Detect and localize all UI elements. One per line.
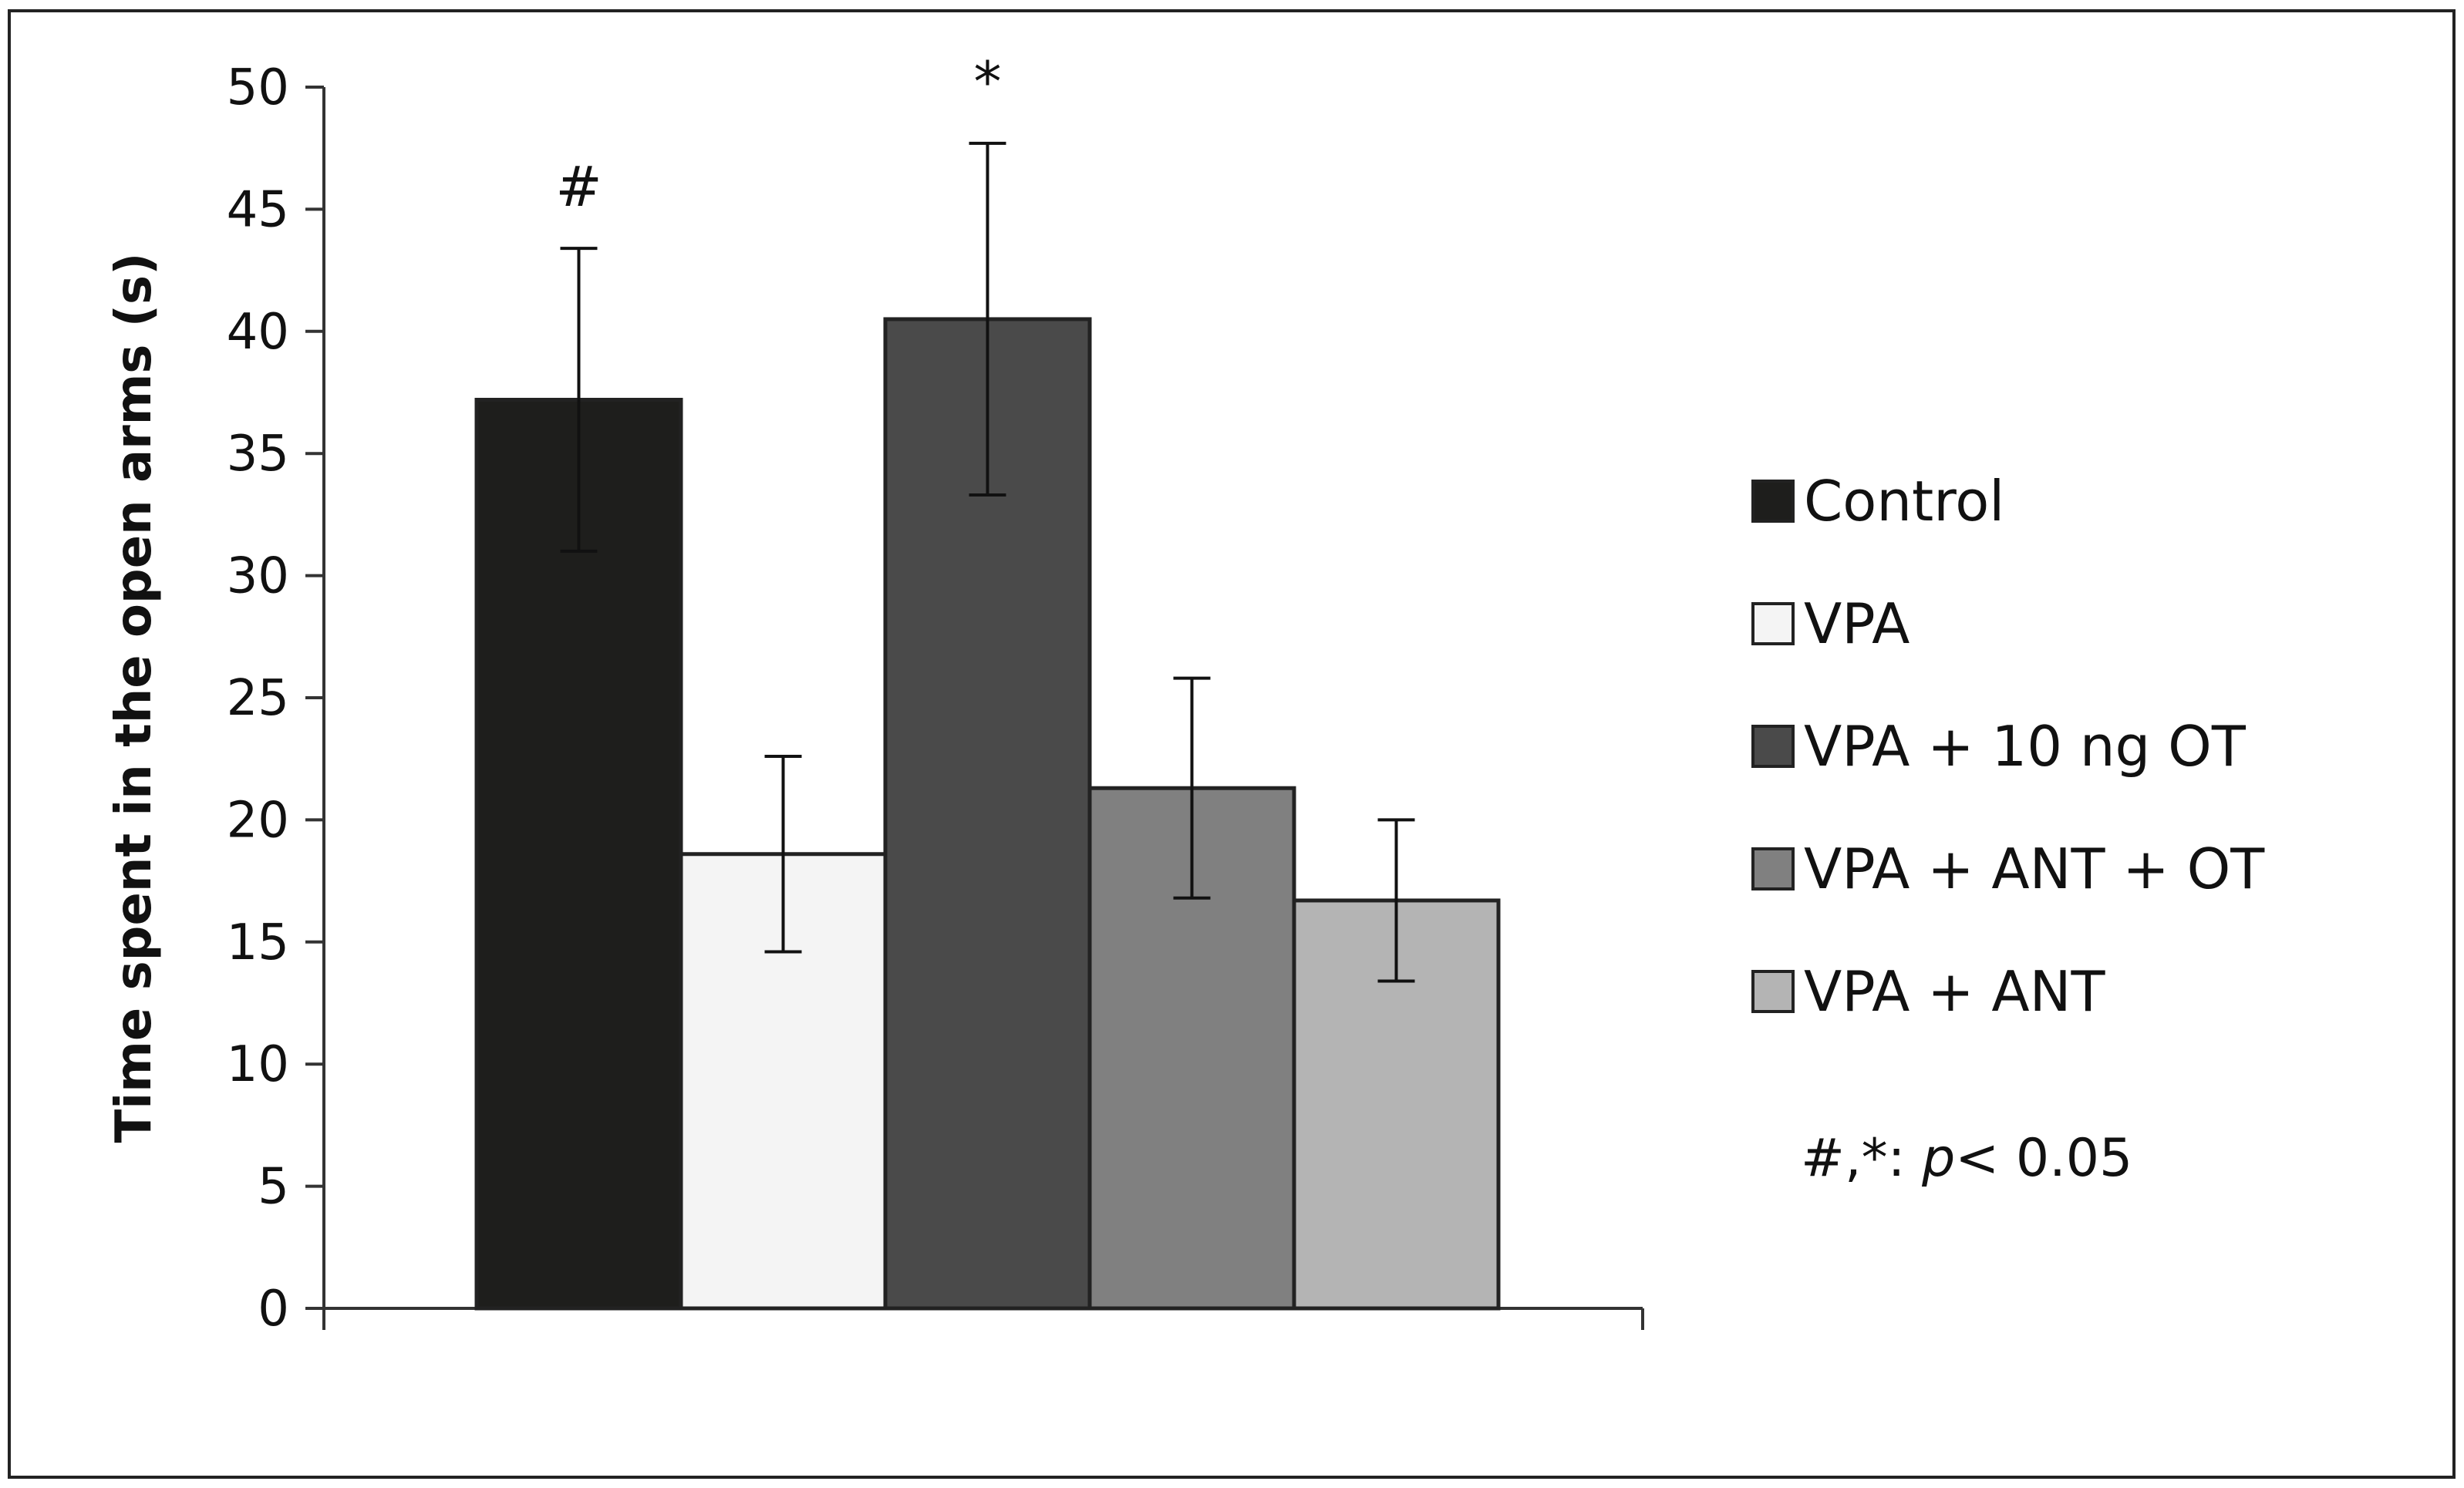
significance-note-prefix: #,*: xyxy=(1801,1128,1922,1189)
significance-note-p: p xyxy=(1921,1128,1955,1189)
legend-swatch-1 xyxy=(1751,602,1795,645)
legend: Control VPA VPA + 10 ng OT VPA + ANT + OT VP… xyxy=(1751,469,2265,1024)
error-bars xyxy=(560,141,1415,983)
y-tick-label-10: 10 xyxy=(227,1036,289,1093)
significance-markers: #* xyxy=(555,49,1001,219)
y-tick-label-25: 25 xyxy=(227,670,289,727)
y-tick-label-0: 0 xyxy=(258,1281,289,1338)
legend-label-4: VPA + ANT xyxy=(1804,959,2106,1024)
y-tick-label-40: 40 xyxy=(227,304,289,361)
significance-note: #,*: p< 0.05 xyxy=(1801,1128,2132,1189)
legend-swatch-4 xyxy=(1751,970,1795,1013)
y-axis-title: Time spent in the open arms (s) xyxy=(106,253,163,1143)
y-tick-label-35: 35 xyxy=(227,426,289,483)
y-tick-label-5: 5 xyxy=(258,1159,289,1216)
y-tick-label-20: 20 xyxy=(227,792,289,849)
significance-marker-0: # xyxy=(555,154,602,219)
y-tick-label-30: 30 xyxy=(227,548,289,605)
legend-label-3: VPA + ANT + OT xyxy=(1804,837,2265,901)
y-tick-label-15: 15 xyxy=(227,914,289,971)
significance-note-suffix: < 0.05 xyxy=(1955,1128,2132,1189)
legend-swatch-0 xyxy=(1751,480,1795,523)
legend-label-2: VPA + 10 ng OT xyxy=(1804,714,2247,779)
y-axis: 0 5 10 15 20 25 30 35 40 45 50 xyxy=(227,59,325,1338)
legend-label-0: Control xyxy=(1804,469,2004,534)
y-tick-label-45: 45 xyxy=(227,181,289,238)
significance-marker-2: * xyxy=(974,49,1002,114)
y-tick-label-50: 50 xyxy=(227,59,289,116)
legend-swatch-3 xyxy=(1751,847,1795,890)
legend-label-1: VPA xyxy=(1804,591,1910,656)
legend-swatch-2 xyxy=(1751,725,1795,768)
